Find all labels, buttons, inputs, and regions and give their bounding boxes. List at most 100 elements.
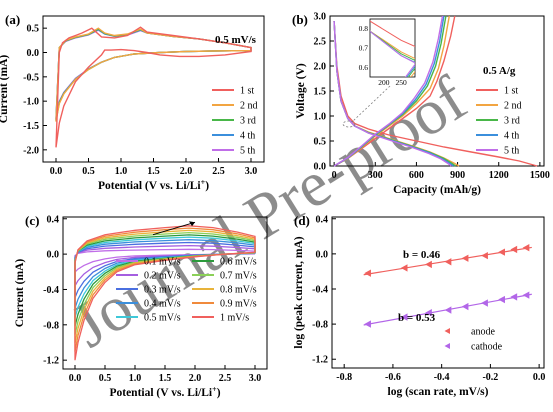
y-tick-label: -0.8 [312,320,328,331]
x-tick-label: 1500 [530,170,550,181]
y-tick-label: 0.4 [47,214,60,225]
panel-a: 0.0 0.5 1.0 1.5 2.0 2.5 3.0 0.5 0.0 -0.5 -1.0 -1.5 -… [0,12,265,193]
panel-label: (d) [294,213,310,228]
y-tick-label: -1.0 [23,97,39,108]
x-tick-label: 900 [450,170,465,181]
data-point [510,293,518,301]
y-tick-label: 0.5 [27,24,40,35]
panel-c: 0.0 0.5 1.0 1.5 2.0 2.5 3.0 0.4 0.0 -0.4 -0.8 -1.2 P… [14,213,268,400]
data-point [461,254,469,262]
y-axis-label: Current (mA) [0,55,10,124]
legend-label: 0.4 mV/s [144,299,181,310]
data-point [444,306,452,314]
data-point [522,291,530,299]
x-tick-label: 0.5 [99,373,112,384]
x-tick-label: 1.0 [129,373,142,384]
scan-rate-annotation: 0.5 mV/s [215,34,257,46]
panel-d: -0.8 -0.6 -0.4 -0.2 0.0 0.4 0.0 -0.4 -0.8 -1.2 log… [293,213,545,398]
y-tick-label: 0.0 [47,250,60,261]
legend-label: 0.7 mV/s [220,271,257,282]
data-point [498,295,505,304]
cv-curve [55,26,252,148]
y-tick-label: 2.5 [314,37,327,48]
legend-label: 0.8 mV/s [220,285,257,296]
discharge-curve [333,20,452,167]
data-point [461,302,469,311]
x-tick-label: 2.0 [180,166,193,177]
x-tick-label: -0.2 [482,372,498,383]
x-tick-label: 2.5 [219,373,232,384]
inset-x-tick-label: 200 [378,78,390,87]
legend-label: 1 st [504,86,518,97]
data-point [364,269,371,277]
y-tick-label: 0.0 [314,162,327,173]
data-point [522,244,530,252]
data-point [400,313,408,321]
y-tick-label: -1.2 [43,356,59,367]
inset-pointer [351,85,391,123]
y-tick-label: -0.4 [43,285,59,296]
legend-label: 5 th [504,146,519,157]
x-axis-label: Potential (V vs. Li/Li+) [98,178,209,193]
legend-label: 2 nd [504,101,522,112]
legend-label: 0.1 mV/s [144,257,181,268]
x-tick-label: 1200 [489,170,509,181]
y-tick-label: -0.8 [43,320,59,331]
y-tick-label: 1.5 [314,87,327,98]
data-point [425,260,432,269]
x-tick-label: 300 [368,170,383,181]
legend-label: 5 th [240,146,255,157]
x-tick-label: 2.5 [212,166,225,177]
legend-label: 0.2 mV/s [144,271,181,282]
data-point [425,309,432,317]
y-tick-label: 3.0 [314,12,327,23]
x-tick-label: 2.0 [189,373,202,384]
charge-curve [333,15,444,167]
inset-x-tick-label: 250 [396,78,408,87]
y-tick-label: -0.5 [23,72,39,83]
data-point [444,258,452,266]
legend-label: 0.9 mV/s [220,299,257,310]
zoom-region [342,120,356,128]
inset-y-tick-label: 0.8 [359,24,369,33]
x-axis-label: Capacity (mAh/g) [393,184,481,196]
data-point [481,299,488,307]
x-tick-label: 0.0 [533,372,546,383]
legend-label: 2 nd [240,101,258,112]
x-tick-label: -0.8 [336,372,352,383]
x-tick-label: 1.5 [159,373,172,384]
legend-label: 0.3 mV/s [144,285,181,296]
x-tick-label: -0.6 [385,372,401,383]
legend-label: 0.6 mV/s [220,257,257,268]
y-tick-label: 2.0 [314,62,327,73]
legend-label: 4 th [240,131,255,142]
y-tick-label: -1.2 [312,355,328,366]
x-tick-label: 0.5 [82,166,95,177]
trend-arrow [152,221,196,236]
x-axis-label: Potential (V vs. Li/Li+) [109,385,220,400]
legend-marker [444,328,450,334]
inset-y-tick-label: 0.6 [359,63,369,72]
data-point [400,264,408,272]
cv-curve [74,225,256,361]
legend-label: 0.5 mV/s [144,313,181,324]
legend-label: 1 mV/s [220,313,249,324]
y-axis-label: Voltage (V) [295,63,307,119]
y-tick-label: 0.0 [27,48,40,59]
legend-label: 4 th [504,131,519,142]
b-value-anode: b = 0.46 [403,249,441,261]
plot-frame [331,216,545,369]
y-tick-label: 0.0 [316,249,329,260]
inset-y-tick-label: 0.7 [359,44,369,53]
legend-marker [444,343,450,349]
legend-label: anode [471,327,495,338]
panel-label: (a) [5,12,20,27]
y-tick-label: 0.4 [316,214,329,225]
x-tick-label: 1.0 [115,166,128,177]
x-tick-label: -0.4 [434,372,450,383]
data-point [498,248,505,256]
legend-label: 1 st [240,86,254,97]
y-tick-label: -2.0 [23,145,39,156]
x-tick-label: 0.0 [50,166,63,177]
y-axis-label: log (peak current, mA) [293,236,305,348]
